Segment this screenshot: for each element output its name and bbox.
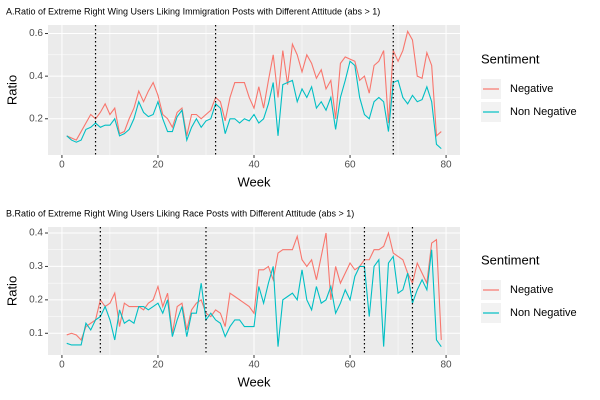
legend-title: Sentiment xyxy=(481,252,540,267)
legend-title: Sentiment xyxy=(481,51,540,66)
legend-label: Non Negative xyxy=(510,106,577,118)
x-tick-label: 0 xyxy=(59,160,65,171)
legend-label: Negative xyxy=(510,83,553,95)
y-tick-label: 0.6 xyxy=(29,28,43,39)
x-tick-label: 80 xyxy=(441,160,453,171)
y-tick-label: 0.4 xyxy=(29,228,43,239)
y-axis-label: Ratio xyxy=(4,276,19,306)
x-tick-label: 20 xyxy=(152,160,164,171)
chart-title: B.Ratio of Extreme Right Wing Users Liki… xyxy=(6,208,354,218)
x-tick-label: 80 xyxy=(441,360,453,371)
y-tick-label: 0.4 xyxy=(29,71,43,82)
chart-title: A.Ratio of Extreme Right Wing Users Liki… xyxy=(6,6,380,16)
series-line xyxy=(66,29,442,141)
x-axis-label: Week xyxy=(238,374,271,389)
y-tick-label: 0.3 xyxy=(29,261,43,272)
series-line xyxy=(66,231,442,341)
x-tick-label: 20 xyxy=(152,360,164,371)
legend-label: Negative xyxy=(510,284,553,296)
x-tick-label: 60 xyxy=(344,360,356,371)
x-tick-label: 40 xyxy=(248,160,260,171)
y-tick-label: 0.1 xyxy=(29,328,43,339)
x-tick-label: 60 xyxy=(344,160,356,171)
legend-label: Non Negative xyxy=(510,307,577,319)
x-tick-label: 0 xyxy=(59,360,65,371)
y-tick-label: 0.2 xyxy=(29,113,43,124)
series-line xyxy=(66,249,442,347)
x-axis-label: Week xyxy=(238,174,271,189)
y-axis-label: Ratio xyxy=(4,75,19,105)
y-tick-label: 0.2 xyxy=(29,294,43,305)
series-line xyxy=(66,60,442,150)
x-tick-label: 40 xyxy=(248,360,260,371)
